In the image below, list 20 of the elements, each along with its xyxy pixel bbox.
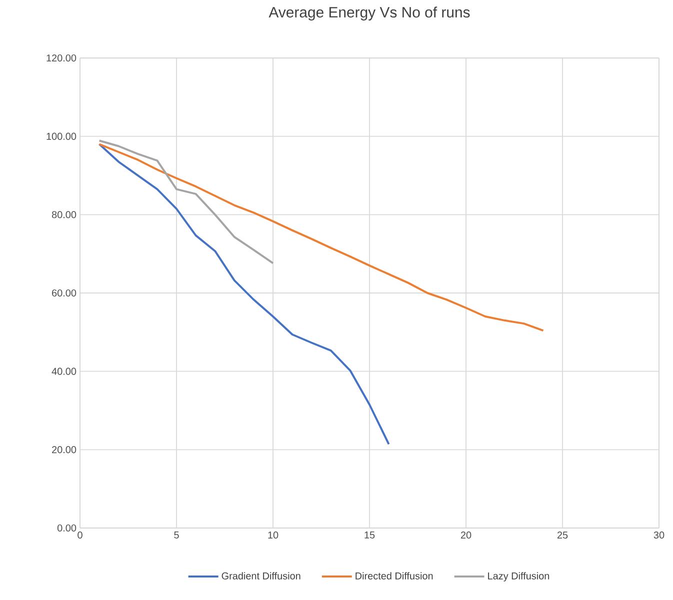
- x-tick-label: 20: [460, 532, 472, 539]
- y-tick-label: 60.00: [52, 289, 76, 297]
- x-tick-label: 0: [78, 532, 82, 539]
- x-tick-label: 10: [268, 532, 278, 539]
- x-tick-label: 25: [557, 532, 568, 539]
- y-tick-label: 100.00: [46, 132, 76, 140]
- legend-label: Gradient Diffusion: [222, 572, 300, 580]
- y-tick-label: 20.00: [52, 446, 76, 454]
- y-tick-label: 40.00: [52, 368, 76, 375]
- legend-label: Directed Diffusion: [356, 572, 433, 580]
- y-tick-label: 80.00: [52, 211, 76, 218]
- y-tick-label: 0.00: [57, 524, 76, 532]
- x-tick-label: 15: [364, 532, 375, 538]
- line-series: [98, 143, 544, 332]
- legend-label: Lazy Diffusion: [488, 572, 550, 582]
- chart-title: Average Energy Vs No of runs: [268, 6, 470, 20]
- x-tick-label: 30: [654, 532, 664, 539]
- x-tick-label: 5: [174, 532, 179, 538]
- line-series: [98, 140, 274, 264]
- y-tick-label: 120.00: [46, 54, 76, 62]
